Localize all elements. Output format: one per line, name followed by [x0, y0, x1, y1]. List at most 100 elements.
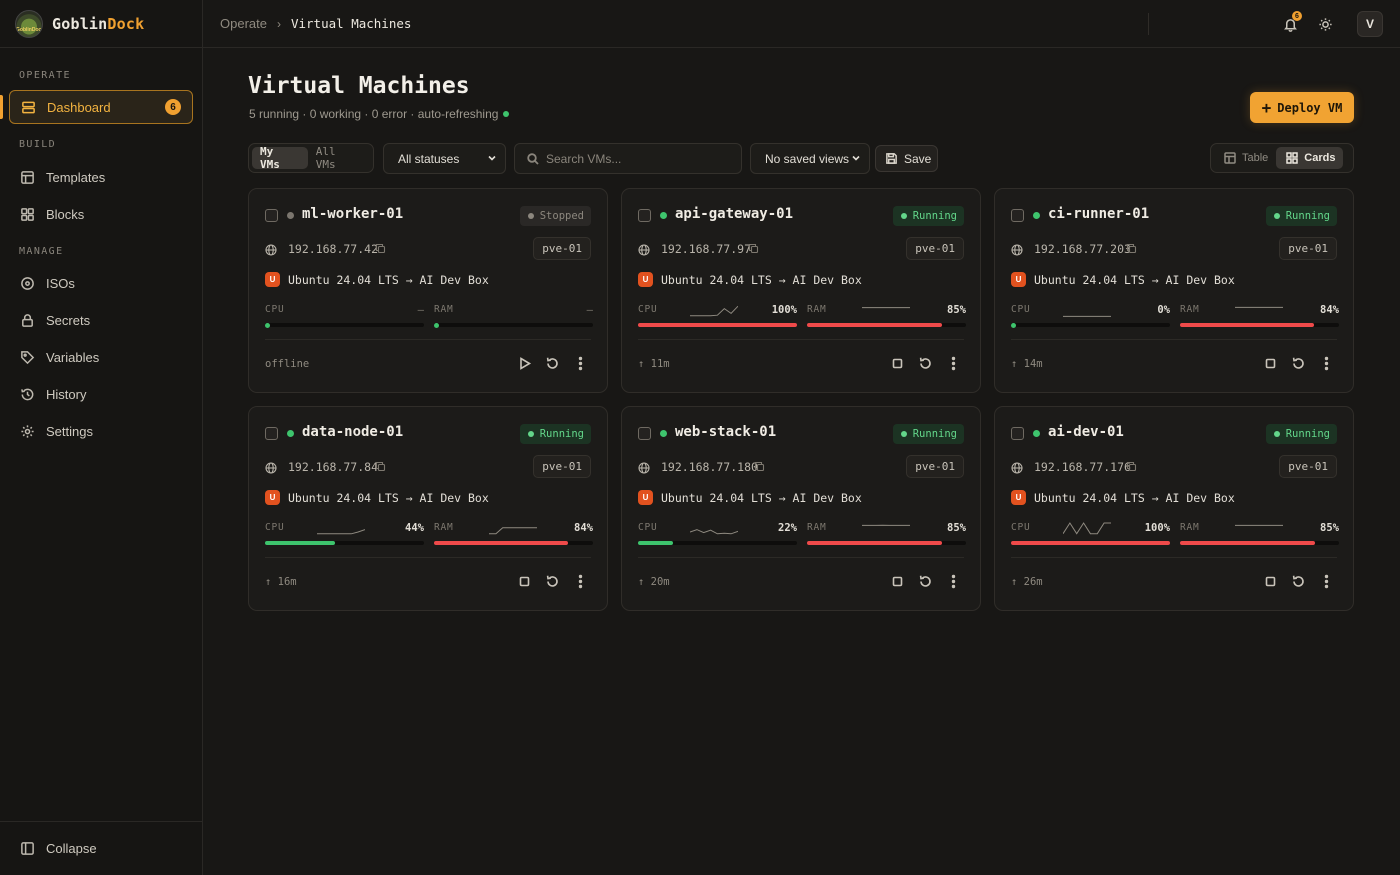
vm-card[interactable]: web-stack-01 Running 192.168.77.180 pve-01 U…	[621, 406, 981, 611]
blocks-grid-icon	[21, 207, 34, 221]
select-checkbox[interactable]	[265, 209, 278, 222]
copy-icon[interactable]	[754, 461, 765, 472]
chevron-down-icon	[488, 155, 496, 161]
play-button[interactable]	[517, 356, 532, 371]
status-badge: Running	[892, 206, 964, 226]
node-badge: pve-01	[1279, 237, 1337, 260]
vm-name[interactable]: ml-worker-01	[302, 206, 404, 222]
more-button[interactable]	[573, 574, 588, 589]
sidebar-item-settings[interactable]: Settings	[9, 414, 193, 448]
restart-button[interactable]	[1291, 574, 1306, 589]
theme-toggle-button[interactable]	[1315, 14, 1335, 34]
restart-button[interactable]	[918, 356, 933, 371]
cpu-value: —	[417, 304, 424, 316]
stop-button[interactable]	[890, 574, 905, 589]
tab-my-vms[interactable]: My VMs	[252, 145, 308, 171]
save-icon	[886, 153, 897, 164]
search-input[interactable]	[546, 151, 726, 166]
cpu-value: 0%	[1157, 304, 1170, 316]
restart-button[interactable]	[1291, 356, 1306, 371]
status-filter-value: All statuses	[398, 151, 460, 166]
ram-sparkline	[862, 307, 910, 309]
topbar-divider	[1148, 13, 1149, 35]
user-avatar[interactable]: V	[1357, 11, 1383, 37]
card-divider	[638, 557, 964, 558]
vm-name[interactable]: data-node-01	[302, 424, 404, 440]
sidebar-item-secrets[interactable]: Secrets	[9, 303, 193, 337]
deploy-vm-button[interactable]: + Deploy VM	[1250, 92, 1354, 123]
select-checkbox[interactable]	[1011, 209, 1024, 222]
stop-icon	[1265, 576, 1276, 587]
select-checkbox[interactable]	[1011, 427, 1024, 440]
more-button[interactable]	[946, 356, 961, 371]
vm-card[interactable]: data-node-01 Running 192.168.77.84 pve-01 U U…	[248, 406, 608, 611]
select-checkbox[interactable]	[638, 427, 651, 440]
stop-button[interactable]	[517, 574, 532, 589]
copy-icon[interactable]	[375, 243, 386, 254]
saved-views-select[interactable]: No saved views	[750, 143, 870, 174]
restart-button[interactable]	[918, 574, 933, 589]
sidebar-item-label: Secrets	[46, 312, 91, 328]
save-view-button[interactable]: Save	[875, 145, 938, 172]
more-button[interactable]	[1319, 574, 1334, 589]
vm-name[interactable]: web-stack-01	[675, 424, 777, 440]
stop-button[interactable]	[1263, 356, 1278, 371]
status-badge: Running	[1265, 206, 1337, 226]
collapse-sidebar-button[interactable]: Collapse	[0, 821, 203, 875]
sidebar-item-label: ISOs	[46, 275, 75, 291]
nav-section-operate: OPERATE	[19, 70, 71, 81]
copy-icon[interactable]	[1126, 461, 1137, 472]
view-cards-button[interactable]: Cards	[1276, 147, 1344, 169]
stop-icon	[892, 576, 903, 587]
copy-icon[interactable]	[1126, 243, 1137, 254]
copy-icon[interactable]	[748, 243, 759, 254]
vm-name[interactable]: ci-runner-01	[1048, 206, 1150, 222]
notifications-button[interactable]: 6	[1280, 11, 1302, 34]
more-button[interactable]	[573, 356, 588, 371]
more-button[interactable]	[946, 574, 961, 589]
select-checkbox[interactable]	[638, 209, 651, 222]
status-filter-select[interactable]: All statuses	[383, 143, 506, 174]
restart-button[interactable]	[545, 356, 560, 371]
sidebar-item-isos[interactable]: ISOs	[9, 266, 193, 300]
cpu-label: CPU	[265, 522, 285, 533]
sidebar-item-label: Dashboard	[47, 99, 111, 115]
vm-name[interactable]: ai-dev-01	[1048, 424, 1124, 440]
stop-button[interactable]	[1263, 574, 1278, 589]
view-table-button[interactable]: Table	[1214, 147, 1276, 169]
ip-address: 192.168.77.176	[1034, 460, 1131, 474]
ram-value: 84%	[574, 522, 593, 534]
cpu-value: 100%	[771, 304, 797, 316]
restart-icon	[1292, 575, 1304, 587]
vm-name[interactable]: api-gateway-01	[675, 206, 794, 222]
ram-value: 85%	[947, 522, 966, 534]
sidebar-item-dashboard[interactable]: Dashboard 6	[9, 90, 193, 124]
vm-card[interactable]: api-gateway-01 Running 192.168.77.97 pve-01…	[621, 188, 981, 393]
sidebar-item-label: Templates	[46, 169, 106, 185]
vm-card[interactable]: ml-worker-01 Stopped 192.168.77.42 pve-01 U U…	[248, 188, 608, 393]
stop-icon	[519, 576, 530, 587]
restart-icon	[919, 575, 931, 587]
stop-button[interactable]	[890, 356, 905, 371]
view-cards-label: Cards	[1304, 152, 1336, 164]
vm-card[interactable]: ci-runner-01 Running 192.168.77.203 pve-01 U…	[994, 188, 1354, 393]
ram-metric: RAM —	[434, 304, 593, 328]
ubuntu-icon: U	[1011, 490, 1026, 505]
select-checkbox[interactable]	[265, 427, 278, 440]
more-button[interactable]	[1319, 356, 1334, 371]
sidebar-item-blocks[interactable]: Blocks	[9, 197, 193, 231]
sidebar-item-history[interactable]: History	[9, 377, 193, 411]
sidebar-item-variables[interactable]: Variables	[9, 340, 193, 374]
copy-icon[interactable]	[375, 461, 386, 472]
search-icon	[527, 152, 539, 165]
brand[interactable]: GoblinDock GoblinDock	[0, 0, 202, 48]
vm-card[interactable]: ai-dev-01 Running 192.168.77.176 pve-01 U Ubu…	[994, 406, 1354, 611]
restart-button[interactable]	[545, 574, 560, 589]
restart-icon	[1292, 357, 1304, 369]
breadcrumb-operate[interactable]: Operate	[220, 16, 267, 31]
os-template: Ubuntu 24.04 LTS → AI Dev Box	[661, 273, 862, 287]
tab-all-vms[interactable]: All VMs	[315, 145, 336, 171]
sidebar-item-templates[interactable]: Templates	[9, 160, 193, 194]
plus-icon: +	[1261, 97, 1272, 117]
node-badge: pve-01	[1279, 455, 1337, 478]
